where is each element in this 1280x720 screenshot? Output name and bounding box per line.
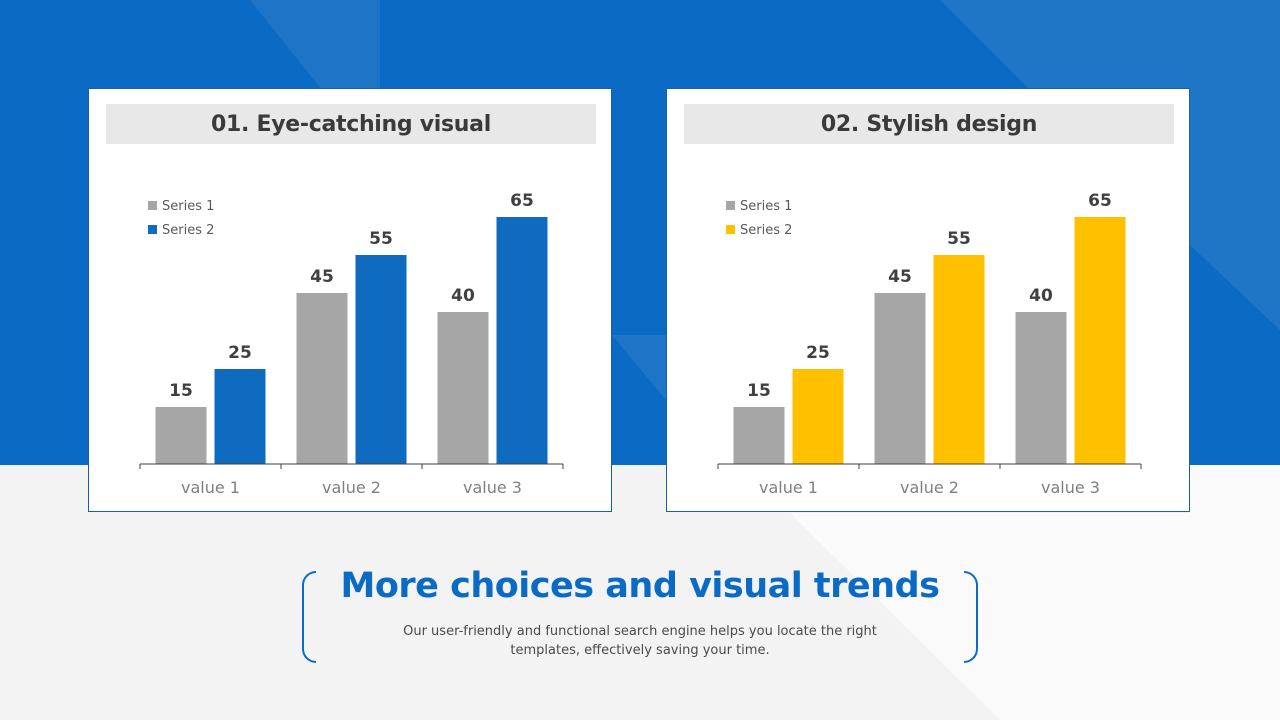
data-label-series-1-cat-3: 40 — [1029, 286, 1053, 306]
data-label-series-1-cat-1: 15 — [747, 381, 771, 401]
x-tick-label-1: value 1 — [759, 478, 818, 497]
legend-swatch-series-2 — [148, 225, 157, 234]
bar-series-1-cat-1 — [733, 407, 785, 464]
bar-series-1-cat-2 — [296, 293, 348, 464]
bar-series-2-cat-3 — [1074, 217, 1126, 464]
bar-series-2-cat-1 — [214, 369, 266, 464]
bar-series-1-cat-3 — [437, 312, 489, 464]
data-label-series-1-cat-2: 45 — [888, 267, 912, 287]
bar-series-1-cat-1 — [155, 407, 207, 464]
bar-series-1-cat-3 — [1015, 312, 1067, 464]
legend-label-series-2: Series 2 — [162, 223, 214, 238]
x-tick-label-2: value 2 — [322, 478, 381, 497]
data-label-series-1-cat-2: 45 — [310, 267, 334, 287]
chart-title-2: 02. Stylish design — [684, 104, 1174, 144]
bar-series-2-cat-2 — [355, 255, 407, 464]
data-label-series-2-cat-1: 25 — [228, 343, 252, 363]
bar-chart-2: Series 1 Series 2 15 25 value 1 45 55 value 2 40… — [717, 191, 1142, 497]
legend-swatch-series-2 — [726, 225, 735, 234]
bar-series-2-cat-3 — [496, 217, 548, 464]
data-label-series-2-cat-2: 55 — [369, 229, 393, 249]
legend-label-series-1: Series 1 — [162, 199, 214, 214]
data-label-series-1-cat-1: 15 — [169, 381, 193, 401]
x-tick-label-3: value 3 — [463, 478, 522, 497]
x-tick-label-1: value 1 — [181, 478, 240, 497]
chart-panel-1: Series 1 Series 2 15 25 value 1 45 55 value 2 40… — [88, 88, 612, 512]
bar-series-1-cat-2 — [874, 293, 926, 464]
chart-panel-2: Series 1 Series 2 15 25 value 1 45 55 value 2 40… — [666, 88, 1190, 512]
legend-label-series-2: Series 2 — [740, 223, 792, 238]
data-label-series-2-cat-2: 55 — [947, 229, 971, 249]
legend-swatch-series-1 — [148, 201, 157, 210]
right-bracket — [964, 571, 978, 663]
data-label-series-2-cat-3: 65 — [510, 191, 534, 211]
bar-chart-1: Series 1 Series 2 15 25 value 1 45 55 value 2 40… — [139, 191, 564, 497]
subtext: Our user-friendly and functional search … — [403, 624, 877, 658]
data-label-series-2-cat-3: 65 — [1088, 191, 1112, 211]
x-tick-label-3: value 3 — [1041, 478, 1100, 497]
data-label-series-2-cat-1: 25 — [806, 343, 830, 363]
legend-label-series-1: Series 1 — [740, 199, 792, 214]
bar-series-2-cat-1 — [792, 369, 844, 464]
headline: More choices and visual trends — [340, 566, 940, 606]
left-bracket — [302, 571, 316, 663]
legend-swatch-series-1 — [726, 201, 735, 210]
x-tick-label-2: value 2 — [900, 478, 959, 497]
bar-series-2-cat-2 — [933, 255, 985, 464]
chart-title-1: 01. Eye-catching visual — [106, 104, 596, 144]
data-label-series-1-cat-3: 40 — [451, 286, 475, 306]
